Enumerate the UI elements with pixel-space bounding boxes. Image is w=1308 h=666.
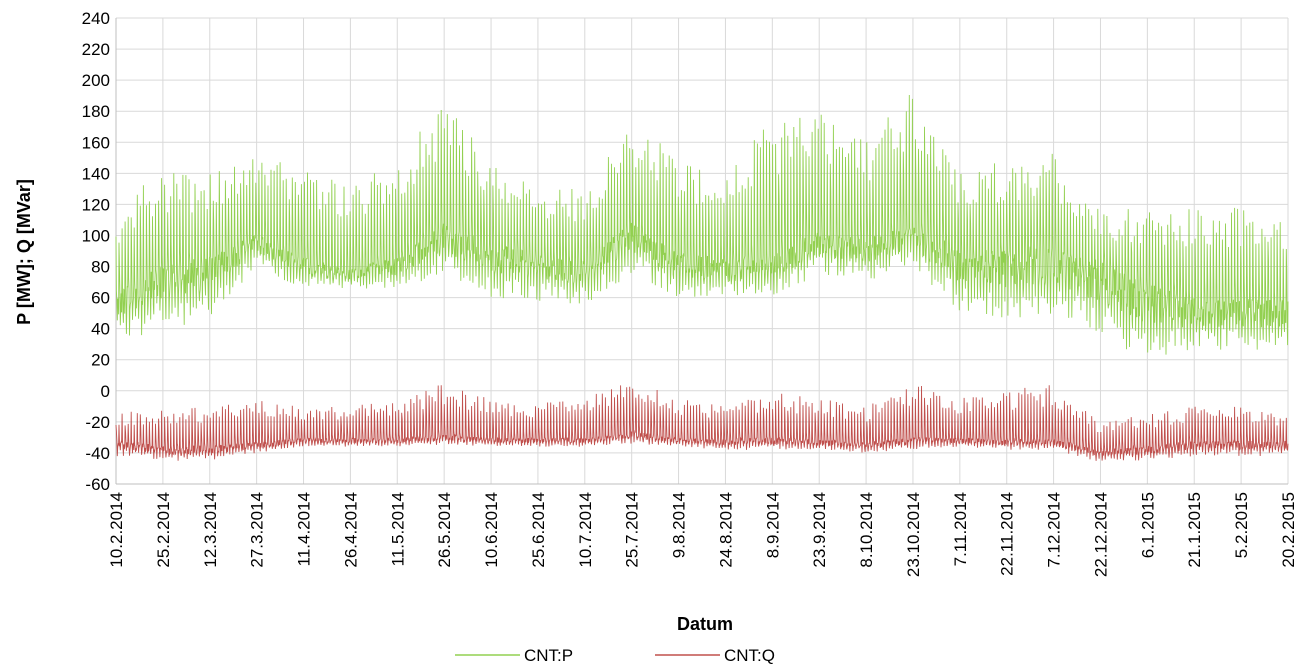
- x-tick-label: 23.10.2014: [904, 492, 923, 577]
- y-tick-label: 240: [82, 9, 110, 28]
- y-axis-ticks: 240220200180160140120100806040200-20-40-…: [82, 9, 110, 494]
- y-tick-label: 40: [91, 320, 110, 339]
- x-tick-label: 25.7.2014: [623, 492, 642, 568]
- legend-label-cnt-p: CNT:P: [524, 646, 573, 665]
- y-tick-label: 20: [91, 351, 110, 370]
- y-tick-label: 140: [82, 164, 110, 183]
- x-tick-label: 10.6.2014: [482, 492, 501, 568]
- y-tick-label: 120: [82, 195, 110, 214]
- x-tick-label: 20.2.2015: [1279, 492, 1298, 568]
- legend-label-cnt-q: CNT:Q: [724, 646, 775, 665]
- x-axis-ticks: 10.2.2014 25.2.2014 12.3.2014 27.3.2014 11.4…: [107, 492, 1298, 577]
- x-tick-label: 11.4.2014: [295, 492, 314, 566]
- x-tick-label: 23.9.2014: [810, 492, 829, 568]
- x-tick-label: 5.2.2015: [1232, 492, 1251, 558]
- x-tick-label: 7.11.2014: [951, 492, 970, 566]
- x-tick-label: 25.6.2014: [529, 492, 548, 568]
- x-tick-label: 21.1.2015: [1185, 492, 1204, 568]
- y-tick-label: -40: [85, 444, 110, 463]
- y-tick-label: 160: [82, 133, 110, 152]
- y-tick-label: 220: [82, 40, 110, 59]
- series-group: [115, 94, 1289, 461]
- x-tick-label: 10.7.2014: [576, 492, 595, 568]
- x-tick-label: 22.12.2014: [1091, 492, 1110, 577]
- x-tick-label: 9.8.2014: [670, 492, 689, 558]
- y-tick-label: -60: [85, 475, 110, 494]
- x-tick-label: 7.12.2014: [1045, 492, 1064, 568]
- legend: CNT:P CNT:Q: [455, 646, 775, 665]
- x-tick-label: 12.3.2014: [201, 492, 220, 568]
- x-tick-label: 24.8.2014: [716, 492, 735, 568]
- x-tick-label: 25.2.2014: [154, 492, 173, 568]
- y-tick-label: 0: [101, 382, 110, 401]
- x-tick-label: 6.1.2015: [1138, 492, 1157, 558]
- x-tick-label: 8.9.2014: [763, 492, 782, 558]
- series-line-cnt-p: [115, 94, 1289, 355]
- x-tick-label: 8.10.2014: [857, 492, 876, 568]
- x-tick-label: 26.5.2014: [435, 492, 454, 568]
- x-tick-label: 11.5.2014: [388, 492, 407, 566]
- x-tick-label: 27.3.2014: [248, 492, 267, 568]
- gridlines: [115, 17, 1289, 485]
- y-tick-label: 80: [91, 258, 110, 277]
- y-axis-label: P [MW]; Q [MVar]: [14, 179, 34, 325]
- x-tick-label: 26.4.2014: [341, 492, 360, 568]
- series-line-cnt-q: [115, 385, 1289, 461]
- y-tick-label: 200: [82, 71, 110, 90]
- x-tick-label: 10.2.2014: [107, 492, 126, 568]
- y-tick-label: 180: [82, 102, 110, 121]
- x-axis-label: Datum: [677, 614, 733, 634]
- y-tick-label: 60: [91, 289, 110, 308]
- x-tick-label: 22.11.2014: [998, 492, 1017, 576]
- y-tick-label: -20: [85, 413, 110, 432]
- y-tick-label: 100: [82, 226, 110, 245]
